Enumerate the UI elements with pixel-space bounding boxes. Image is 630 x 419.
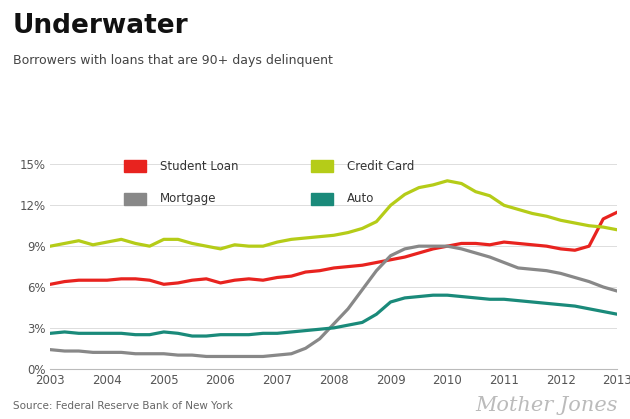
Text: Student Loan: Student Loan <box>160 160 238 173</box>
Text: Mortgage: Mortgage <box>160 192 216 205</box>
FancyBboxPatch shape <box>124 160 146 172</box>
Text: Auto: Auto <box>347 192 374 205</box>
FancyBboxPatch shape <box>311 193 333 205</box>
FancyBboxPatch shape <box>124 193 146 205</box>
Text: Mother Jones: Mother Jones <box>475 396 617 415</box>
Text: Credit Card: Credit Card <box>347 160 415 173</box>
Text: Source: Federal Reserve Bank of New York: Source: Federal Reserve Bank of New York <box>13 401 232 411</box>
Text: Borrowers with loans that are 90+ days delinquent: Borrowers with loans that are 90+ days d… <box>13 54 333 67</box>
FancyBboxPatch shape <box>311 160 333 172</box>
Text: Underwater: Underwater <box>13 13 188 39</box>
